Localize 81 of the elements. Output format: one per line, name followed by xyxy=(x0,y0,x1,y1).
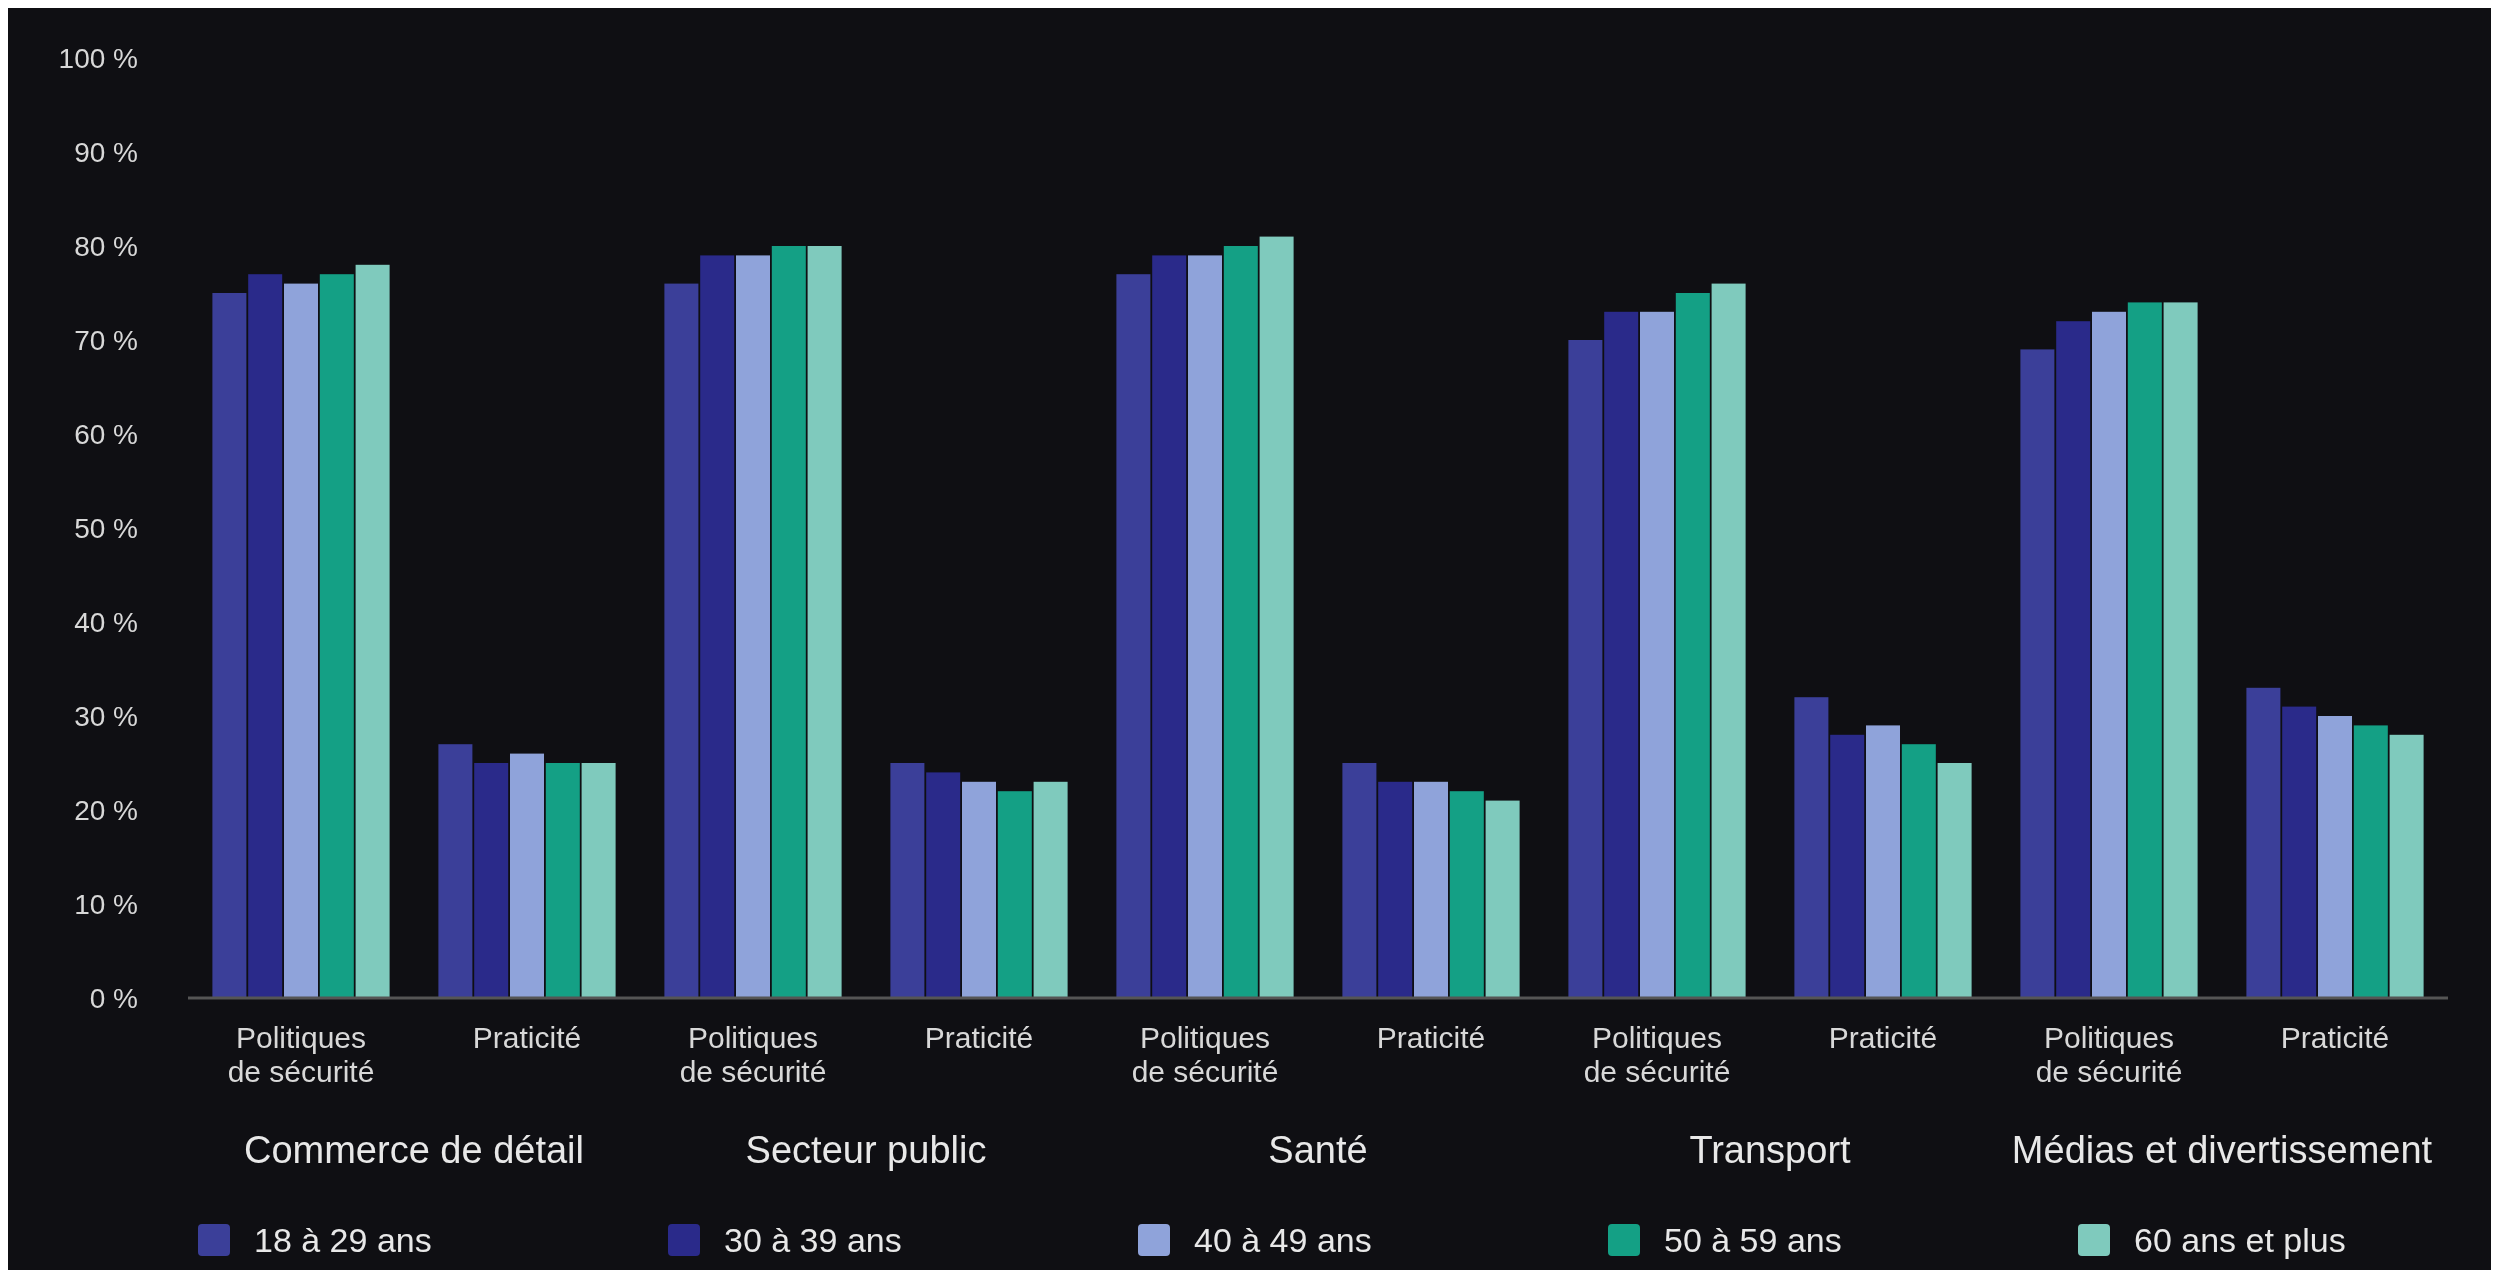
bar xyxy=(1033,781,1068,998)
y-tick-label: 100 % xyxy=(58,42,138,74)
bar xyxy=(890,763,925,998)
bar xyxy=(2353,725,2388,998)
x-tick-label: Politiques de sécurité xyxy=(227,1021,375,1088)
bar xyxy=(1865,725,1900,998)
bar xyxy=(2389,734,2424,998)
x-tick-label: Politiques de sécurité xyxy=(679,1021,827,1088)
bar xyxy=(1378,781,1413,998)
bar xyxy=(581,763,616,998)
bar xyxy=(1449,791,1484,998)
bar xyxy=(2317,716,2352,998)
y-tick-label: 30 % xyxy=(74,700,138,732)
bar xyxy=(2282,706,2317,998)
bar xyxy=(248,274,283,998)
x-tick-label: Praticité xyxy=(2280,1021,2390,1054)
text: Commerce de détail xyxy=(243,1129,585,1171)
bar xyxy=(1604,311,1639,998)
bar xyxy=(1937,763,1972,998)
bar xyxy=(283,283,319,998)
legend-label: 18 à 29 ans xyxy=(254,1220,432,1259)
bar xyxy=(355,264,390,998)
bar xyxy=(1794,697,1829,998)
bar xyxy=(509,753,545,998)
bar xyxy=(1259,236,1294,998)
bar xyxy=(1639,311,1674,998)
y-tick-label: 80 % xyxy=(74,230,138,262)
bar xyxy=(438,744,473,998)
bar xyxy=(997,791,1032,998)
text: Médias et divertissement xyxy=(2011,1129,2433,1171)
y-tick-label: 10 % xyxy=(74,888,138,920)
x-tick-label: Politiques de sécurité xyxy=(1583,1021,1731,1088)
legend-label: 60 ans et plus xyxy=(2134,1220,2346,1259)
bar xyxy=(664,283,699,998)
bar xyxy=(2127,302,2162,998)
bar xyxy=(474,763,509,998)
bar xyxy=(1711,283,1746,998)
bar xyxy=(545,763,580,998)
bar xyxy=(961,781,997,998)
bar xyxy=(319,274,354,998)
x-tick-label: Politiques de sécurité xyxy=(1131,1021,1279,1088)
bar xyxy=(1187,255,1222,998)
text: Santé xyxy=(1268,1129,1368,1171)
x-tick-label: Praticité xyxy=(1828,1021,1938,1054)
x-tick-label: Politiques de sécurité xyxy=(2035,1021,2183,1088)
bar xyxy=(1485,800,1520,998)
bar xyxy=(2246,687,2281,998)
y-tick-label: 70 % xyxy=(74,324,138,356)
text: Secteur public xyxy=(745,1129,987,1171)
bar xyxy=(1901,744,1936,998)
bar xyxy=(1152,255,1187,998)
x-tick-label: Praticité xyxy=(924,1021,1034,1054)
bar xyxy=(2163,302,2198,998)
bar xyxy=(771,246,806,998)
bar xyxy=(1223,246,1258,998)
legend-label: 30 à 39 ans xyxy=(724,1220,902,1259)
x-tick-label: Praticité xyxy=(1376,1021,1486,1054)
bar xyxy=(1675,293,1710,998)
bar xyxy=(1830,734,1865,998)
y-tick-label: 90 % xyxy=(74,136,138,168)
y-tick-label: 0 % xyxy=(89,982,138,1014)
bar xyxy=(2020,349,2055,998)
text: Transport xyxy=(1689,1129,1852,1171)
y-tick-label: 20 % xyxy=(74,794,138,826)
legend-label: 50 à 59 ans xyxy=(1664,1220,1842,1259)
bar xyxy=(212,293,247,998)
bar xyxy=(1116,274,1151,998)
bar xyxy=(1568,340,1603,998)
bar xyxy=(807,246,842,998)
bar xyxy=(700,255,735,998)
bar xyxy=(735,255,771,998)
bar xyxy=(926,772,961,998)
bar xyxy=(1342,763,1377,998)
y-tick-label: 60 % xyxy=(74,418,138,450)
x-tick-label: Praticité xyxy=(472,1021,582,1054)
bar xyxy=(2091,311,2126,998)
bar xyxy=(2056,321,2091,998)
bar xyxy=(1413,781,1448,998)
legend-label: 40 à 49 ans xyxy=(1194,1220,1372,1259)
y-tick-label: 40 % xyxy=(74,606,138,638)
y-tick-label: 50 % xyxy=(74,512,138,544)
